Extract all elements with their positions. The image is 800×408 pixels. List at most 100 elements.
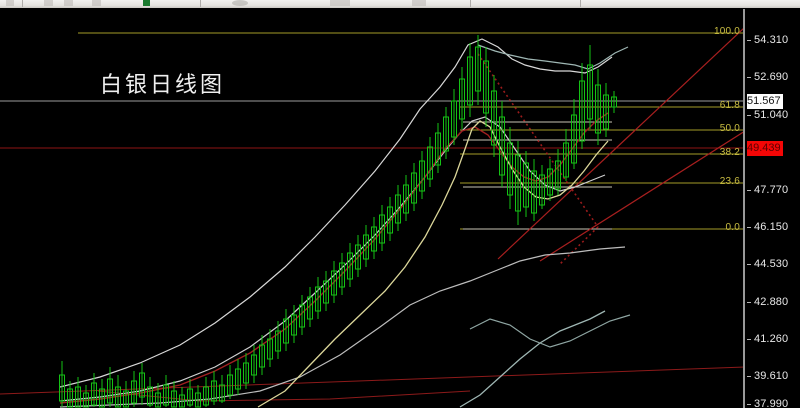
axis-tick	[747, 77, 751, 78]
chart-plot-area[interactable]: 白银日线图 100.0 61.8 50.0 38.2 23.6 0.0	[0, 9, 745, 408]
fib-label-50: 50.0	[719, 123, 740, 134]
candle	[307, 287, 313, 327]
candle	[467, 43, 473, 117]
toolbar-icon-zoom[interactable]	[330, 0, 350, 6]
fib-label-100: 100.0	[713, 26, 740, 37]
price-label-46150: 46.150	[754, 221, 789, 233]
candle	[75, 377, 81, 408]
candle	[163, 375, 169, 407]
candle	[67, 381, 73, 408]
candle	[131, 371, 137, 407]
candle	[91, 373, 97, 407]
candle	[315, 277, 321, 319]
candle	[187, 379, 193, 407]
candle	[347, 243, 353, 287]
descending-resistance-dotted	[477, 53, 599, 228]
local-reference-segments	[463, 121, 612, 230]
candle	[195, 385, 201, 408]
candle	[435, 123, 441, 173]
candle	[555, 149, 561, 195]
toolbar-separator	[22, 0, 23, 7]
candle	[571, 99, 577, 169]
candle	[115, 375, 121, 408]
candle	[363, 225, 369, 267]
candle	[515, 141, 521, 225]
toolbar-icon-refresh[interactable]	[232, 0, 248, 6]
candle	[339, 253, 345, 295]
candlestick-series[interactable]	[59, 35, 617, 408]
price-axis[interactable]: 54.310 52.690 51.040 47.770 46.150 44.53…	[747, 9, 800, 408]
price-label-44530: 44.530	[754, 258, 789, 270]
bollinger-lower	[59, 246, 626, 408]
toolbar-separator	[200, 0, 201, 7]
candle	[459, 67, 465, 129]
candle	[123, 381, 129, 408]
axis-tick	[747, 264, 751, 265]
candle	[283, 309, 289, 351]
candle	[243, 353, 249, 389]
lower-ascending-trendline	[97, 390, 471, 402]
fib-label-23-6: 23.6	[719, 176, 740, 187]
price-label-42880: 42.880	[754, 296, 789, 308]
toolbar-icon-save[interactable]	[64, 0, 73, 6]
secondary-indicator-line	[469, 314, 631, 348]
candle	[523, 151, 529, 217]
ascending-support-main	[497, 26, 745, 260]
candle	[235, 359, 241, 395]
candle	[155, 383, 161, 408]
candle	[83, 385, 89, 408]
candle	[587, 45, 593, 129]
toolbar-icon-grid[interactable]	[412, 0, 426, 6]
candle	[275, 321, 281, 359]
candle	[499, 101, 505, 187]
candle	[403, 175, 409, 221]
candle	[59, 361, 65, 407]
price-label-47770: 47.770	[754, 184, 789, 196]
candle	[547, 159, 553, 201]
candle	[259, 335, 265, 375]
axis-tick	[747, 227, 751, 228]
price-label-41260: 41.260	[754, 333, 789, 345]
candle	[443, 107, 449, 159]
candle	[299, 295, 305, 335]
candle	[563, 129, 569, 181]
chart-watermark-title: 白银日线图	[100, 73, 226, 98]
candle	[139, 363, 145, 405]
toolbar-icon-new[interactable]	[6, 0, 14, 6]
fib-label-61-8: 61.8	[719, 100, 740, 111]
toolbar-separator	[470, 0, 471, 7]
axis-tick	[747, 376, 751, 377]
candle	[355, 235, 361, 277]
axis-tick	[747, 190, 751, 191]
candle	[475, 35, 481, 105]
candle	[203, 377, 209, 407]
candle	[179, 387, 185, 408]
upper-indicator-line	[477, 44, 629, 70]
bollinger-upper	[59, 38, 613, 388]
axis-tick	[747, 302, 751, 303]
candle	[211, 371, 217, 405]
candle	[539, 165, 545, 209]
candle	[579, 63, 585, 149]
candle	[291, 305, 297, 343]
descending-long-trendline	[0, 366, 745, 395]
descending-resistance-dotted-lower	[559, 226, 599, 265]
candle	[491, 75, 497, 157]
bollinger-middle	[59, 116, 606, 402]
last-price-badge[interactable]: 51.567	[747, 94, 783, 109]
alert-price-badge[interactable]: 49.439	[747, 141, 783, 156]
toolbar-icon-print[interactable]	[92, 0, 101, 6]
candle	[507, 127, 513, 209]
price-label-54310: 54.310	[754, 34, 789, 46]
chart-canvas	[0, 26, 745, 408]
candle	[219, 375, 225, 403]
axis-tick	[747, 404, 751, 405]
price-label-39610: 39.610	[754, 370, 789, 382]
price-label-52690: 52.690	[754, 71, 789, 83]
candle	[107, 367, 113, 407]
candle	[371, 217, 377, 259]
toolbar-icon-open[interactable]	[44, 0, 53, 6]
candle[interactable]	[611, 91, 617, 113]
toolbar-icon-start[interactable]	[143, 0, 150, 6]
